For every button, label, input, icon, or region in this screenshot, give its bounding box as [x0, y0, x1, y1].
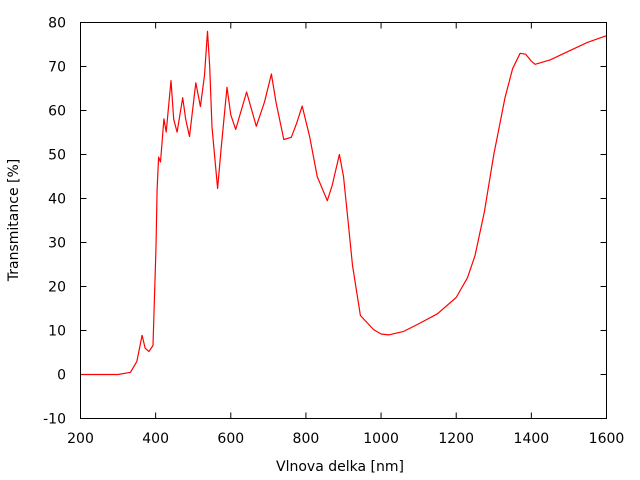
x-tick-label: 400 — [142, 431, 169, 447]
y-axis-label: Transmitance [%] — [6, 159, 22, 282]
y-tick-label: 40 — [48, 192, 66, 208]
y-tick-label: 30 — [48, 236, 66, 252]
y-tick-label: 80 — [48, 16, 66, 32]
x-tick-label: 200 — [67, 431, 94, 447]
y-tick-label: -10 — [43, 412, 66, 428]
x-tick-label: 800 — [293, 431, 320, 447]
x-tick-label: 1600 — [589, 431, 625, 447]
y-tick-label: 20 — [48, 280, 66, 296]
axis-ticks: 200 400 600 800 1000 1200 1400 1600 -10 0 10 20 30 40… — [43, 16, 624, 448]
y-tick-label: 0 — [57, 368, 66, 384]
y-tick-label: 60 — [48, 104, 66, 120]
x-tick-label: 1200 — [438, 431, 474, 447]
plot-frame — [80, 22, 607, 419]
transmittance-series-line — [80, 30, 607, 376]
series-layer — [80, 30, 607, 376]
y-tick-label: 70 — [48, 60, 66, 76]
x-axis-label: Vlnova delka [nm] — [276, 459, 404, 475]
y-tick-label: 50 — [48, 148, 66, 164]
y-tick-label: 10 — [48, 324, 66, 340]
x-tick-label: 600 — [217, 431, 244, 447]
x-tick-label: 1400 — [514, 431, 550, 447]
x-tick-label: 1000 — [363, 431, 399, 447]
